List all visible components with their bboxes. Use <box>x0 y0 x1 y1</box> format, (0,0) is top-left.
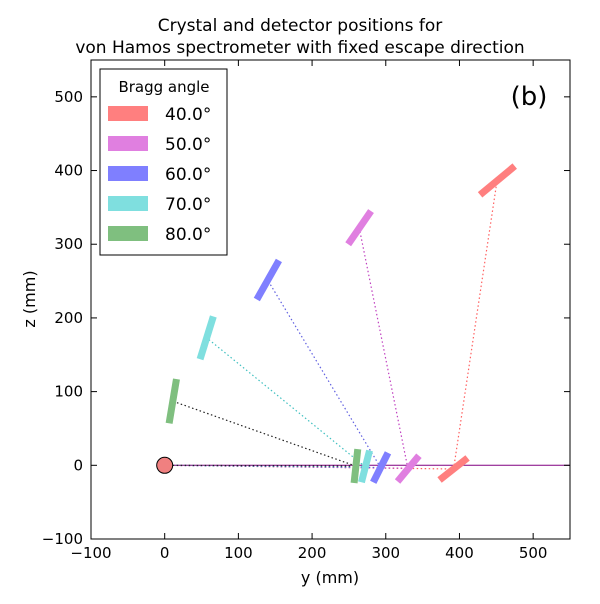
y-tick-label: −100 <box>42 530 83 548</box>
x-tick-label: 200 <box>298 544 327 562</box>
source-marker <box>156 456 174 474</box>
legend-swatch <box>108 166 148 181</box>
x-tick-label: 100 <box>224 544 253 562</box>
y-tick-label: 100 <box>54 383 83 401</box>
data-layer <box>156 163 570 484</box>
crystal-bar <box>437 455 470 483</box>
crystal-bar <box>350 448 362 484</box>
y-tick-label: 500 <box>54 88 83 106</box>
legend: Bragg angle 40.0° 50.0° 60.0° 70.0° 80.0° <box>99 68 228 256</box>
crystal-bar <box>358 449 373 484</box>
y-tick-label: 400 <box>54 162 83 180</box>
legend-label: 70.0° <box>165 195 211 215</box>
title-line: von Hamos spectrometer with fixed escape… <box>75 38 524 58</box>
x-tick-label: −100 <box>70 544 111 562</box>
detector-bar <box>345 209 374 247</box>
ray-crystal-to-detector <box>358 227 409 469</box>
x-tick-label: 500 <box>519 544 548 562</box>
crystal-bar <box>394 453 422 484</box>
legend-label: 80.0° <box>165 225 211 245</box>
y-tick-label: 300 <box>54 235 83 253</box>
chart-title: Crystal and detector positions for von H… <box>75 16 524 58</box>
legend-swatch <box>108 226 148 241</box>
ray-crystal-to-detector <box>172 400 356 467</box>
legend-label: 60.0° <box>165 165 211 185</box>
x-axis-label: y (mm) <box>301 568 359 587</box>
ray-crystal-to-detector <box>452 180 498 470</box>
legend-swatch <box>108 136 148 151</box>
x-tick-label: 0 <box>160 544 170 562</box>
legend-swatch <box>108 106 148 121</box>
detector-bar <box>196 315 217 361</box>
panel-label: (b) <box>511 82 548 112</box>
axis-layer: −100 0 100 200 300 400 500 −100 0 100 200 300 400 500 <box>42 60 570 562</box>
legend-label: 50.0° <box>165 135 211 155</box>
detector-bar <box>253 258 282 302</box>
y-axis-label: z (mm) <box>20 270 39 327</box>
detector-bar <box>165 378 180 424</box>
legend-label: 40.0° <box>165 105 211 125</box>
legend-swatch <box>108 196 148 211</box>
legend-title: Bragg angle <box>118 78 209 96</box>
title-line: Crystal and detector positions for <box>158 16 443 36</box>
x-tick-label: 300 <box>371 544 400 562</box>
x-tick-label: 400 <box>445 544 474 562</box>
ray-crystal-to-detector <box>267 280 382 468</box>
legend-entries: 40.0° 50.0° 60.0° 70.0° 80.0° <box>108 105 211 245</box>
legend-box <box>99 68 228 256</box>
detector-bar <box>477 163 517 198</box>
y-tick-label: 200 <box>54 309 83 327</box>
y-tick-label: 0 <box>73 456 83 474</box>
crystal-bar <box>370 451 392 484</box>
